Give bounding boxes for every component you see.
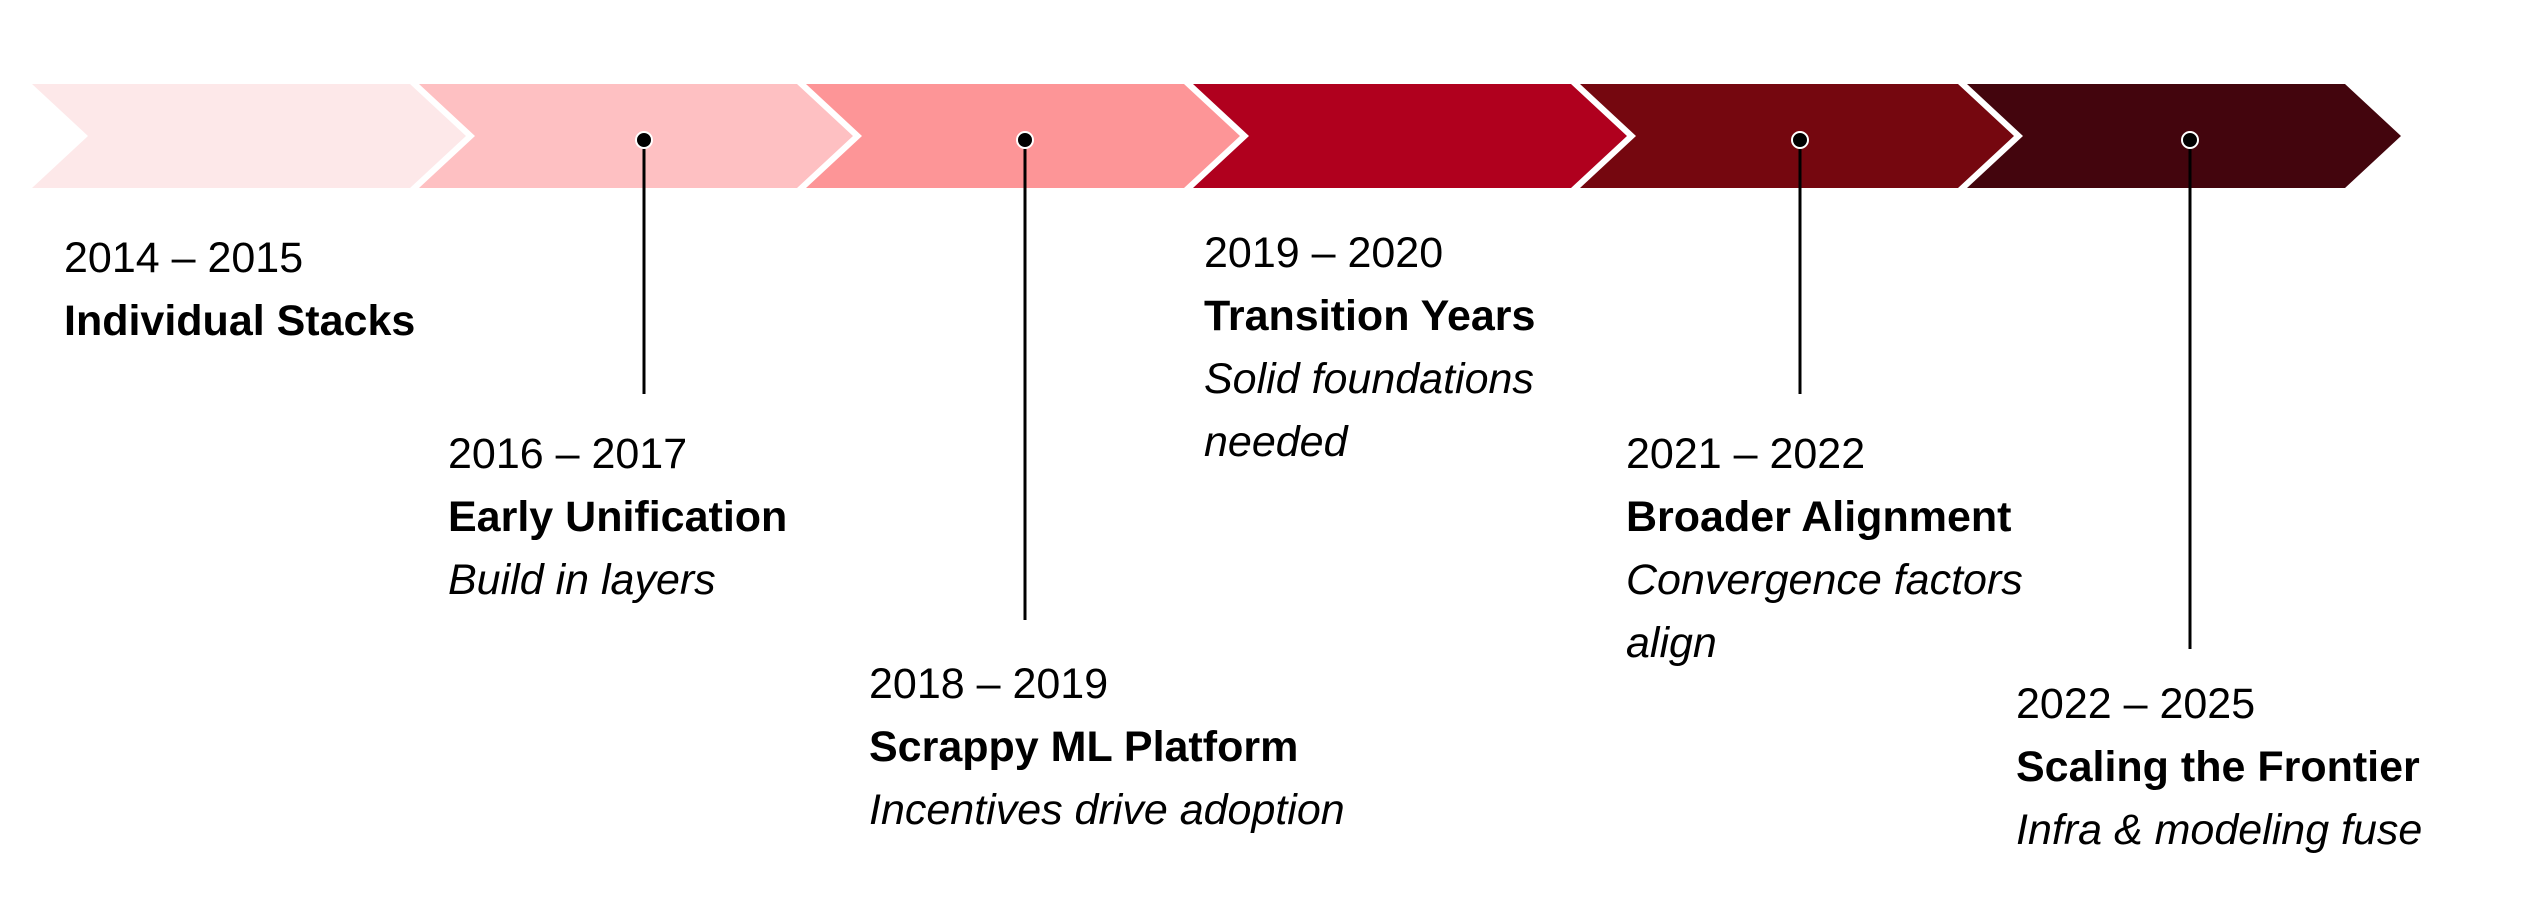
phase-years: 2019 – 2020 [1204,229,1444,277]
phase-years: 2014 – 2015 [64,234,304,282]
phase-description: Infra & modeling fuse [2016,806,2423,854]
marker-dot [2181,131,2199,149]
phase-title: Individual Stacks [64,297,416,345]
phase-label-1: 2014 – 2015 Individual Stacks [64,227,415,353]
phase-title: Scaling the Frontier [2016,743,2420,791]
phase-years: 2018 – 2019 [869,660,1109,708]
phase-title: Early Unification [448,493,788,541]
phase-title: Transition Years [1204,292,1536,340]
phase-description: Build in layers [448,556,716,604]
phase-description: align [1626,619,1717,667]
phase-years: 2021 – 2022 [1626,430,1866,478]
phase-description: Convergence factors [1626,556,2023,604]
phase-description: Solid foundations [1204,355,1534,403]
marker-dot [1791,131,1809,149]
phase-label-6: 2022 – 2025 Scaling the Frontier Infra & m… [2016,673,2422,862]
marker-dot [1016,131,1034,149]
phase-label-5: 2021 – 2022 Broader Alignment Convergence … [1626,423,2023,675]
chevron-phase-4 [1193,84,1627,188]
phase-label-3: 2018 – 2019 Scrappy ML Platform Incentives… [869,653,1345,842]
phase-description: Incentives drive adoption [869,786,1345,834]
phase-years: 2016 – 2017 [448,430,688,478]
marker-dot [635,131,653,149]
phase-years: 2022 – 2025 [2016,680,2256,728]
phase-label-4: 2019 – 2020 Transition Years Solid foundat… [1204,222,1535,474]
phase-title: Broader Alignment [1626,493,2012,541]
phase-label-2: 2016 – 2017 Early Unification Build in lay… [448,423,787,612]
phase-description: needed [1204,418,1348,466]
phase-title: Scrappy ML Platform [869,723,1299,771]
chevron-phase-1 [32,84,466,188]
